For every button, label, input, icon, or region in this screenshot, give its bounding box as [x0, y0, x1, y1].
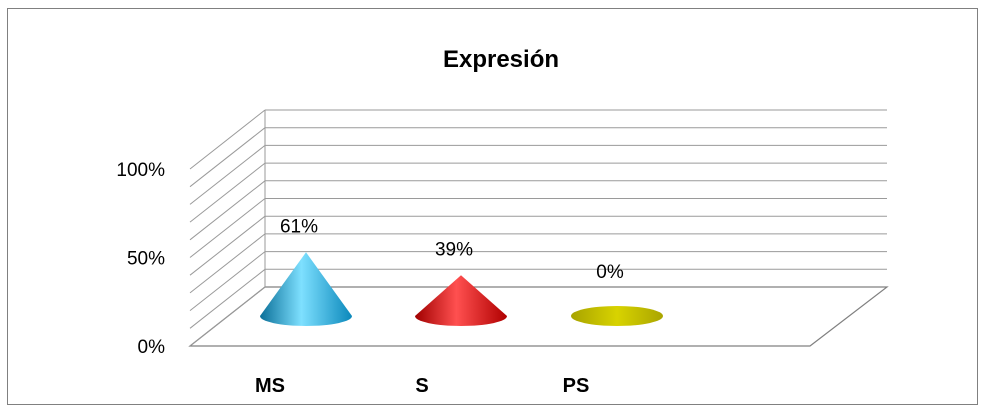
cone-PS	[571, 306, 663, 326]
data-label: 39%	[435, 239, 473, 260]
cone-body	[260, 252, 352, 326]
gridline-side	[189, 180, 266, 241]
chart-marks	[260, 252, 663, 326]
gridline-side	[189, 286, 266, 347]
gridline-side	[189, 127, 266, 188]
data-label: 61%	[280, 216, 318, 237]
gridline-side	[189, 215, 266, 276]
y-axis-ticks: 0% 50% 100%	[116, 160, 165, 358]
gridline-side	[189, 268, 266, 329]
gridline-side	[189, 145, 266, 205]
y-tick-label: 50%	[127, 249, 165, 270]
chart-title: Expresión	[443, 46, 559, 73]
category-label: PS	[563, 375, 590, 397]
gridline-side	[189, 109, 266, 170]
y-tick-label: 100%	[116, 160, 165, 181]
gridline-side	[189, 251, 266, 311]
gridline-side	[189, 198, 266, 258]
category-label: S	[415, 375, 428, 397]
cone-MS	[260, 252, 352, 326]
gridline-side	[189, 233, 266, 294]
data-labels: 61% 39% 0%	[280, 216, 624, 283]
chart-walls	[188, 109, 889, 347]
category-label: MS	[255, 375, 285, 397]
data-label: 0%	[596, 262, 624, 283]
gridline-side	[189, 162, 266, 223]
cone-base-flat	[571, 306, 663, 326]
cone-body	[415, 275, 507, 326]
x-axis-categories: MS S PS	[255, 375, 589, 397]
y-tick-label: 0%	[138, 337, 166, 358]
cone-S	[415, 275, 507, 326]
